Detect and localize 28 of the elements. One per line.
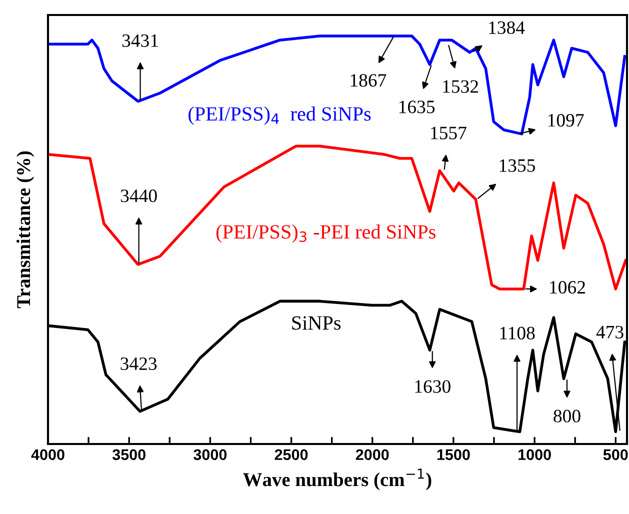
- x-tick-label: 2000: [356, 449, 389, 460]
- x-tick-label: 3500: [112, 449, 146, 460]
- x-tick-label: 500: [603, 449, 628, 460]
- annotation: 1557: [431, 126, 466, 140]
- annotation: 1867: [350, 74, 386, 87]
- annotation: 1630: [415, 380, 450, 393]
- x-tick-label: 3000: [194, 449, 227, 460]
- annotation: 473: [596, 326, 624, 338]
- series-label: (PEI/PSS)$_{4}$ red SiNPs: [188, 106, 371, 125]
- series-label: SiNPs: [292, 316, 341, 330]
- x-axis-title: Wave numbers (cm$^{−1}$): [243, 468, 432, 490]
- annotation: 1355: [500, 159, 535, 172]
- series-label: (PEI/PSS)$_{3}$ -PEI red SiNPs: [216, 224, 436, 243]
- x-tick-label: 1500: [437, 449, 470, 460]
- annotation: 1532: [443, 80, 478, 93]
- annotation: 1384: [489, 21, 525, 34]
- annotation: 1635: [399, 100, 435, 114]
- annotation: 3440: [120, 190, 157, 202]
- x-tick-label: 4000: [31, 449, 64, 460]
- annotation: 1097: [548, 114, 584, 127]
- annotation: 1108: [500, 326, 535, 340]
- annotation: 1062: [550, 281, 585, 294]
- y-axis-title: Transmittance (%): [16, 151, 34, 308]
- annotation: 800: [554, 410, 580, 422]
- x-tick-label: 1000: [518, 449, 551, 460]
- annotation: 3431: [122, 34, 158, 47]
- x-tick-label: 2500: [274, 449, 308, 460]
- annotation: 3423: [120, 357, 157, 370]
